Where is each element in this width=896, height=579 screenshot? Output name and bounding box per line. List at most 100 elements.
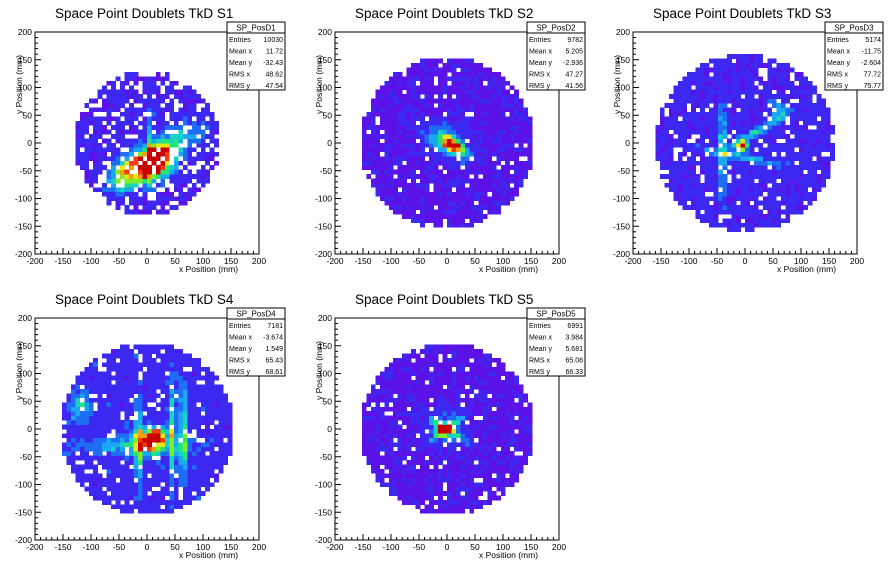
heatmap-cell bbox=[474, 81, 479, 86]
heatmap-cell bbox=[380, 116, 385, 121]
heatmap-cell bbox=[496, 205, 501, 210]
heatmap-cell bbox=[487, 68, 492, 73]
heatmap-cell bbox=[62, 407, 67, 412]
heatmap-cell bbox=[75, 402, 80, 407]
heatmap-cell bbox=[125, 179, 130, 184]
heatmap-cell bbox=[393, 192, 398, 197]
heatmap-cell bbox=[496, 139, 501, 144]
heatmap-cell bbox=[700, 170, 705, 175]
heatmap-cell bbox=[151, 179, 156, 184]
heatmap-cell bbox=[443, 116, 448, 121]
heatmap-cell bbox=[434, 447, 439, 452]
heatmap-cell bbox=[120, 187, 125, 192]
heatmap-cell bbox=[826, 134, 831, 139]
heatmap-cell bbox=[102, 420, 107, 425]
heatmap-cell bbox=[425, 491, 430, 496]
heatmap-cell bbox=[138, 411, 143, 416]
heatmap-cell bbox=[210, 385, 215, 390]
heatmap-cell bbox=[160, 500, 165, 505]
heatmap-cell bbox=[736, 210, 741, 215]
heatmap-cell bbox=[151, 411, 156, 416]
heatmap-cell bbox=[434, 429, 439, 434]
heatmap-cell bbox=[102, 371, 107, 376]
heatmap-cell bbox=[714, 99, 719, 104]
heatmap-cell bbox=[228, 407, 233, 412]
heatmap-cell bbox=[474, 121, 479, 126]
heatmap-cell bbox=[790, 94, 795, 99]
heatmap-cell bbox=[528, 125, 533, 130]
heatmap-cell bbox=[772, 59, 777, 64]
heatmap-cell bbox=[165, 210, 170, 215]
heatmap-cell bbox=[483, 121, 488, 126]
heatmap-cell bbox=[156, 469, 161, 474]
heatmap-cell bbox=[754, 214, 759, 219]
heatmap-cell bbox=[147, 165, 152, 170]
heatmap-cell bbox=[808, 81, 813, 86]
heatmap-cell bbox=[93, 425, 98, 430]
heatmap-cell bbox=[362, 143, 367, 148]
heatmap-cell bbox=[205, 107, 210, 112]
heatmap-cell bbox=[790, 81, 795, 86]
heatmap-cell bbox=[434, 130, 439, 135]
heatmap-cell bbox=[120, 433, 125, 438]
heatmap-cell bbox=[732, 54, 737, 59]
heatmap-cell bbox=[402, 147, 407, 152]
heatmap-cell bbox=[763, 81, 768, 86]
heatmap-cell bbox=[465, 161, 470, 166]
heatmap-cell bbox=[705, 156, 710, 161]
heatmap-cell bbox=[393, 183, 398, 188]
heatmap-cell bbox=[420, 407, 425, 412]
heatmap-cell bbox=[165, 90, 170, 95]
heatmap-cell bbox=[803, 179, 808, 184]
heatmap-cell bbox=[116, 496, 121, 501]
heatmap-cell bbox=[785, 170, 790, 175]
heatmap-cell bbox=[794, 85, 799, 90]
heatmap-cell bbox=[205, 478, 210, 483]
heatmap-cell bbox=[434, 59, 439, 64]
heatmap-cell bbox=[102, 354, 107, 359]
heatmap-cell bbox=[812, 116, 817, 121]
heatmap-cell bbox=[371, 416, 376, 421]
heatmap-cell bbox=[371, 116, 376, 121]
heatmap-cell bbox=[111, 170, 116, 175]
heatmap-cell bbox=[416, 218, 421, 223]
heatmap-cell bbox=[673, 170, 678, 175]
heatmap-cell bbox=[723, 174, 728, 179]
heatmap-cell bbox=[794, 143, 799, 148]
heatmap-cell bbox=[174, 425, 179, 430]
heatmap-cell bbox=[714, 161, 719, 166]
heatmap-cell bbox=[411, 354, 416, 359]
heatmap-cell bbox=[794, 192, 799, 197]
x-tick-label: 200 bbox=[252, 542, 266, 552]
heatmap-cell bbox=[407, 143, 412, 148]
heatmap-cell bbox=[510, 121, 515, 126]
heatmap-cell bbox=[192, 112, 197, 117]
heatmap-cell bbox=[398, 487, 403, 492]
heatmap-cell bbox=[402, 482, 407, 487]
heatmap-cell bbox=[366, 116, 371, 121]
heatmap-cell bbox=[160, 81, 165, 86]
y-tick-label: -150 bbox=[15, 507, 32, 517]
heatmap-cell bbox=[754, 174, 759, 179]
heatmap-cell bbox=[741, 125, 746, 130]
heatmap-cell bbox=[174, 179, 179, 184]
heatmap-cell bbox=[411, 201, 416, 206]
heatmap-cell bbox=[169, 90, 174, 95]
heatmap-cell bbox=[143, 85, 148, 90]
heatmap-cell bbox=[799, 94, 804, 99]
heatmap-cell bbox=[156, 183, 161, 188]
heatmap-cell bbox=[519, 174, 524, 179]
heatmap-cell bbox=[758, 170, 763, 175]
heatmap-cell bbox=[705, 125, 710, 130]
heatmap-cell bbox=[492, 165, 497, 170]
heatmap-cell bbox=[487, 147, 492, 152]
heatmap-cell bbox=[682, 152, 687, 157]
heatmap-cell bbox=[125, 473, 130, 478]
heatmap-cell bbox=[398, 380, 403, 385]
heatmap-cell bbox=[447, 451, 452, 456]
heatmap-cell bbox=[125, 187, 130, 192]
heatmap-cell bbox=[169, 125, 174, 130]
heatmap-cell bbox=[125, 380, 130, 385]
heatmap-cell bbox=[732, 81, 737, 86]
heatmap-cell bbox=[514, 116, 519, 121]
